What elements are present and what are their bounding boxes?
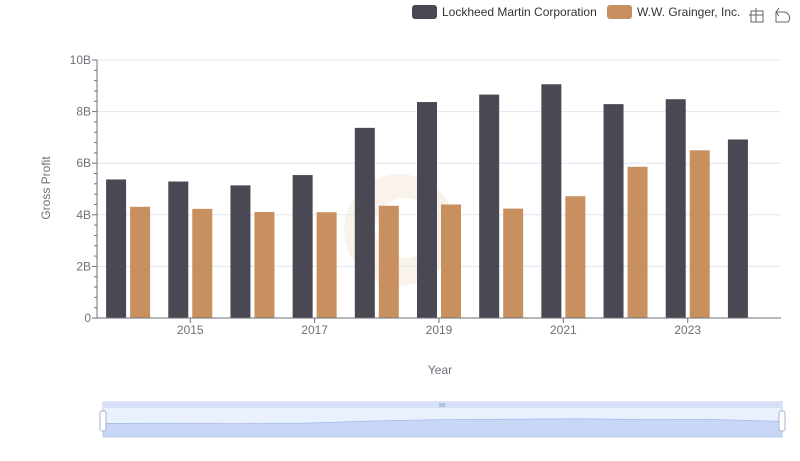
bar-ww-grainger-2020[interactable] [503,208,524,318]
legend-item-ww-grainger[interactable]: W.W. Grainger, Inc. [607,5,740,19]
datazoom-slider[interactable] [99,401,786,438]
bar-lockheed-martin-2017[interactable] [292,175,313,318]
datazoom-right-handle[interactable] [778,410,786,432]
x-tick-label: 2021 [550,323,577,337]
legend-swatch-lockheed-martin [412,5,437,19]
bar-lockheed-martin-2023[interactable] [665,99,686,318]
x-tick-label: 2017 [301,323,328,337]
x-tick-label: 2023 [674,323,701,337]
bar-lockheed-martin-2016[interactable] [230,185,251,318]
bar-lockheed-martin-2014[interactable] [106,179,127,318]
bar-lockheed-martin-2015[interactable] [168,181,189,318]
datazoom-left-handle[interactable] [99,410,107,432]
axes-layer: 0 2B 4B 6B 8B 10B 2015 2017 2019 2021 2023 [70,53,781,337]
legend-label-ww-grainger: W.W. Grainger, Inc. [637,5,740,19]
y-tick-label: 0 [84,311,91,325]
legend: Lockheed Martin Corporation W.W. Grainge… [412,5,740,19]
x-axis-title: Year [428,363,452,377]
y-tick-label: 2B [76,259,91,273]
bar-ww-grainger-2021[interactable] [565,196,586,318]
datazoom-move-handle-icon[interactable] [439,403,445,407]
y-tick-label: 4B [76,208,91,222]
legend-item-lockheed-martin[interactable]: Lockheed Martin Corporation [412,5,597,19]
x-tick-label: 2015 [177,323,204,337]
bars-layer [106,84,748,319]
bar-ww-grainger-2014[interactable] [130,206,151,318]
y-tick-label: 6B [76,156,91,170]
bar-lockheed-martin-2021[interactable] [541,84,562,318]
bar-lockheed-martin-2024[interactable] [727,139,748,318]
zoom-icon[interactable] [749,8,764,23]
legend-label-lockheed-martin: Lockheed Martin Corporation [442,5,597,19]
y-axis-title: Gross Profit [39,156,53,220]
bar-ww-grainger-2019[interactable] [441,204,461,318]
bar-lockheed-martin-2018[interactable] [354,127,375,318]
bar-ww-grainger-2015[interactable] [192,208,213,318]
bar-lockheed-martin-2019[interactable] [417,102,437,318]
legend-swatch-ww-grainger [607,5,632,19]
bar-lockheed-martin-2022[interactable] [603,104,624,318]
bar-ww-grainger-2016[interactable] [254,211,275,318]
datazoom-data-shadow [102,418,783,438]
bar-lockheed-martin-2020[interactable] [479,94,500,319]
bar-ww-grainger-2017[interactable] [316,212,337,318]
x-tick-label: 2019 [426,323,453,337]
bar-ww-grainger-2018[interactable] [378,205,399,318]
restore-icon[interactable] [775,7,791,23]
y-tick-label: 8B [76,105,91,119]
y-tick-label: 10B [70,53,91,67]
bar-ww-grainger-2022[interactable] [627,166,648,318]
bar-ww-grainger-2023[interactable] [689,150,710,318]
